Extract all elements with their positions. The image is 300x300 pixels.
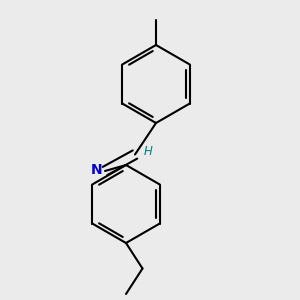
Text: N: N [91,163,103,177]
Text: H: H [143,145,152,158]
